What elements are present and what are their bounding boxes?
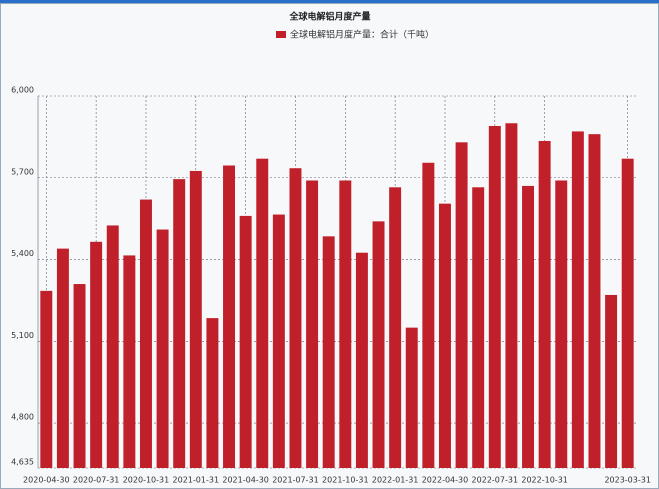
chart-title: 全球电解铝月度产量 xyxy=(288,11,370,23)
y-tick-label: 5,100 xyxy=(11,331,34,340)
bar xyxy=(455,142,468,469)
y-tick-label: 5,400 xyxy=(11,249,34,258)
x-tick-label: 2020-07-31 xyxy=(73,476,120,485)
x-tick-label: 2022-10-31 xyxy=(521,476,568,485)
y-tick-label: 5,700 xyxy=(11,167,34,176)
bar xyxy=(605,294,618,468)
bar xyxy=(106,225,119,468)
bar xyxy=(355,252,368,468)
bar xyxy=(56,248,69,468)
y-tick-label: 4,800 xyxy=(11,413,34,422)
bar xyxy=(405,327,418,468)
x-tick-label: 2022-01-31 xyxy=(372,476,419,485)
bar xyxy=(372,221,385,468)
bar xyxy=(73,284,86,468)
legend-label: 全球电解铝月度产量：合计（千吨） xyxy=(290,29,434,41)
x-tick-label: 2020-04-30 xyxy=(23,476,70,485)
x-tick-label: 2021-10-31 xyxy=(322,476,369,485)
bar xyxy=(588,134,601,468)
bar xyxy=(256,158,269,468)
bar xyxy=(555,180,568,468)
bar xyxy=(538,140,551,468)
top-bar xyxy=(0,0,659,3)
bar xyxy=(272,214,285,468)
bar xyxy=(621,158,634,468)
bar xyxy=(438,203,451,468)
bar xyxy=(472,187,485,469)
bar xyxy=(505,123,518,468)
bar xyxy=(389,187,402,469)
bar xyxy=(223,165,236,468)
bar xyxy=(522,185,535,468)
bar xyxy=(339,180,352,468)
bar xyxy=(488,125,501,468)
bar xyxy=(239,215,252,468)
bar xyxy=(422,162,435,468)
y-tick-label: 4,635 xyxy=(11,458,34,467)
x-tick-label: 2020-10-31 xyxy=(123,476,170,485)
bar xyxy=(206,318,219,468)
x-tick-label: 2021-07-31 xyxy=(272,476,319,485)
bar xyxy=(123,255,136,468)
bar xyxy=(173,179,186,468)
legend-swatch xyxy=(276,31,286,38)
bar xyxy=(90,241,103,468)
bar xyxy=(40,290,53,468)
x-tick-label: 2022-04-30 xyxy=(422,476,469,485)
x-tick-label: 2023-03-31 xyxy=(604,476,651,485)
bar xyxy=(571,131,584,468)
bar xyxy=(139,199,152,469)
y-tick-label: 6,000 xyxy=(11,86,34,95)
bar xyxy=(189,170,202,468)
bar xyxy=(306,180,319,468)
x-tick-label: 2021-04-30 xyxy=(222,476,269,485)
x-tick-label: 2022-07-31 xyxy=(472,476,519,485)
bar xyxy=(289,168,302,468)
bar xyxy=(156,229,169,468)
bar xyxy=(322,236,335,468)
x-tick-label: 2021-01-31 xyxy=(173,476,220,485)
